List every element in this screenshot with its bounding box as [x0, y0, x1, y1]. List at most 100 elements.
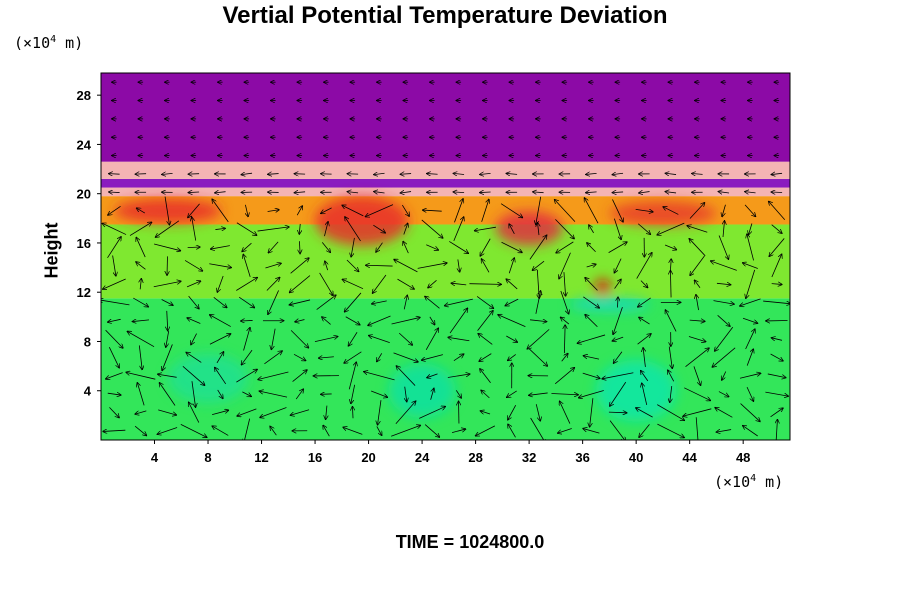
- wind-vector: [694, 280, 701, 288]
- wind-vector: [579, 390, 604, 397]
- wind-vector: [398, 332, 412, 345]
- wind-vector: [191, 381, 196, 407]
- wind-vector: [453, 192, 465, 193]
- wind-vector: [260, 407, 287, 418]
- wind-vector: [537, 269, 539, 298]
- wind-vector: [109, 407, 119, 417]
- wind-vector: [429, 316, 435, 325]
- wind-vector: [480, 173, 491, 174]
- wind-vector: [403, 223, 408, 235]
- wind-vectors: [101, 82, 790, 440]
- wind-vector: [506, 173, 518, 174]
- wind-vector: [529, 393, 548, 395]
- wind-vector: [742, 317, 757, 323]
- wind-vector: [763, 300, 790, 304]
- y-tick-label: 12: [77, 285, 91, 300]
- wind-vector: [564, 272, 566, 296]
- wind-vector: [643, 348, 645, 367]
- wind-vector: [749, 223, 753, 234]
- wind-vector: [156, 220, 180, 237]
- wind-vector: [589, 225, 594, 234]
- hotspot: [609, 201, 717, 226]
- wind-vector: [351, 384, 356, 404]
- wind-vector: [608, 242, 627, 253]
- wind-vector: [213, 296, 227, 307]
- wind-vector: [345, 316, 360, 325]
- wind-vector: [584, 198, 599, 224]
- wind-vector: [458, 259, 460, 271]
- wind-vector: [639, 424, 650, 437]
- wind-vector: [161, 299, 173, 305]
- wind-vector: [639, 192, 650, 193]
- hotspot: [388, 363, 456, 418]
- layer-band-2: [101, 178, 790, 188]
- wind-vector: [345, 217, 361, 242]
- wind-vector: [480, 369, 491, 383]
- wind-vector: [103, 278, 126, 289]
- hotspot: [495, 210, 563, 246]
- wind-vector: [109, 192, 120, 193]
- wind-vector: [419, 407, 445, 419]
- wind-vector: [136, 238, 146, 258]
- wind-vector: [743, 426, 758, 437]
- wind-vector: [560, 290, 569, 314]
- wind-vector: [635, 209, 653, 211]
- wind-vector: [638, 297, 651, 307]
- wind-vector: [378, 400, 382, 425]
- wind-vector: [188, 203, 200, 218]
- wind-vector: [293, 353, 305, 360]
- wind-vector: [376, 426, 382, 435]
- wind-vector: [352, 407, 353, 419]
- wind-vector: [108, 346, 119, 368]
- wind-vector: [259, 391, 288, 398]
- wind-vector: [189, 402, 200, 423]
- wind-vector: [396, 366, 416, 386]
- wind-vector: [689, 320, 705, 321]
- wind-vector: [368, 315, 391, 325]
- wind-vector: [215, 192, 226, 193]
- wind-vector: [663, 207, 679, 215]
- wind-vector: [321, 242, 330, 252]
- wind-vector: [242, 391, 251, 397]
- wind-vector: [374, 192, 385, 193]
- layer-band-1: [101, 187, 790, 197]
- wind-vector: [772, 338, 783, 340]
- wind-vector: [364, 372, 395, 381]
- wind-vector: [314, 337, 338, 343]
- wind-vector: [370, 390, 387, 397]
- wind-vector: [366, 265, 393, 266]
- wind-vector: [639, 317, 650, 325]
- wind-vector: [191, 333, 197, 345]
- wind-vector: [508, 405, 517, 420]
- wind-vector: [290, 330, 308, 347]
- wind-vector: [657, 423, 684, 437]
- wind-vector: [551, 393, 578, 394]
- wind-vector: [585, 315, 598, 328]
- wind-vector: [405, 386, 407, 402]
- wind-vector: [641, 371, 649, 382]
- wind-vector: [716, 283, 731, 284]
- wind-vector: [270, 426, 277, 436]
- wind-vector: [268, 174, 279, 175]
- wind-vector: [212, 199, 229, 223]
- wind-vector: [586, 264, 596, 267]
- wind-vector: [403, 295, 407, 310]
- wind-vector: [475, 226, 496, 231]
- wind-vector: [453, 173, 465, 174]
- wind-vector: [690, 255, 705, 275]
- wind-vector: [480, 238, 491, 256]
- wind-vector: [564, 325, 565, 354]
- wind-vector: [670, 385, 672, 402]
- hotspot: [596, 359, 677, 422]
- wind-vector: [614, 351, 623, 363]
- wind-vector: [480, 192, 491, 193]
- wind-vector: [602, 372, 634, 379]
- wind-vector: [771, 173, 783, 174]
- wind-vector: [481, 390, 490, 399]
- wind-vector: [241, 320, 253, 321]
- y-tick-label: 16: [77, 236, 91, 251]
- hotspots: [114, 196, 717, 422]
- wind-vector: [162, 173, 173, 174]
- wind-vector: [236, 222, 257, 235]
- wind-vector: [609, 420, 625, 440]
